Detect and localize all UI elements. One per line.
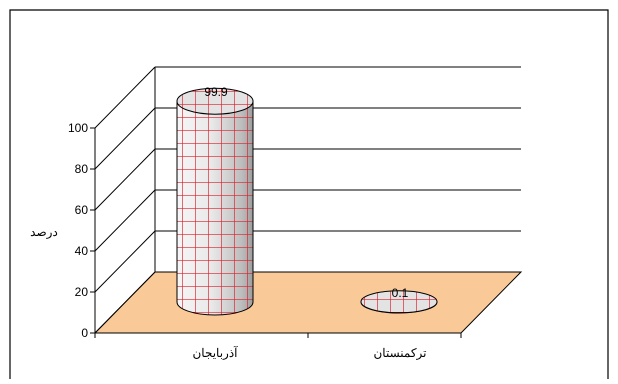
y-tick-label: 20 (75, 285, 89, 299)
gridline-side (94, 189, 156, 252)
gridline-side (94, 230, 156, 293)
y-axis-label: درصد (30, 225, 58, 239)
gridline-side (94, 107, 156, 170)
category-label: ترکمنستان (373, 346, 426, 360)
cylinder-bar: 0.1 (360, 286, 438, 314)
y-tick-label: 100 (68, 121, 88, 135)
y-tick-label: 0 (81, 326, 88, 340)
y-tick-label: 60 (75, 203, 89, 217)
data-label: 0.1 (392, 286, 409, 300)
gridline-side (94, 148, 156, 211)
y-tick-label: 40 (75, 244, 89, 258)
cylinder-bar: 99.9 (176, 85, 254, 316)
gridline-side (94, 66, 156, 129)
data-label: 99.9 (204, 85, 228, 99)
cylinder-body-grid (176, 100, 254, 316)
value-axis (94, 128, 461, 334)
cylinder-top-grid (360, 290, 438, 314)
gridline-side (94, 271, 156, 334)
chart-floor (93, 271, 523, 334)
y-tick-label: 80 (75, 162, 89, 176)
cylinder-top-grid (176, 87, 254, 115)
category-labels: آذربایجان ترکمنستان (94, 333, 462, 360)
y-tick-labels: 0 20 40 60 80 100 (68, 121, 95, 340)
cylinders: 99.9 0.1 (176, 85, 438, 316)
category-label: آذربایجان (192, 345, 238, 360)
chart-border (9, 9, 609, 379)
